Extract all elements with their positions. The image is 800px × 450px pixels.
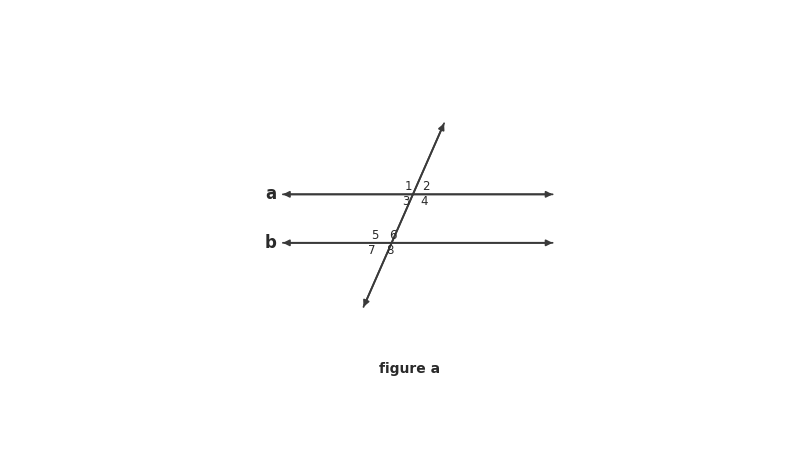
Text: 6: 6 [389,229,396,242]
Text: 1: 1 [404,180,412,193]
Text: 7: 7 [369,244,376,257]
Text: figure a: figure a [379,362,441,376]
Text: 5: 5 [371,229,378,242]
Text: 4: 4 [420,195,427,208]
Text: 3: 3 [402,195,410,208]
Text: a: a [266,185,277,203]
Text: b: b [265,234,277,252]
Text: 8: 8 [386,244,394,257]
Text: 2: 2 [422,180,430,193]
